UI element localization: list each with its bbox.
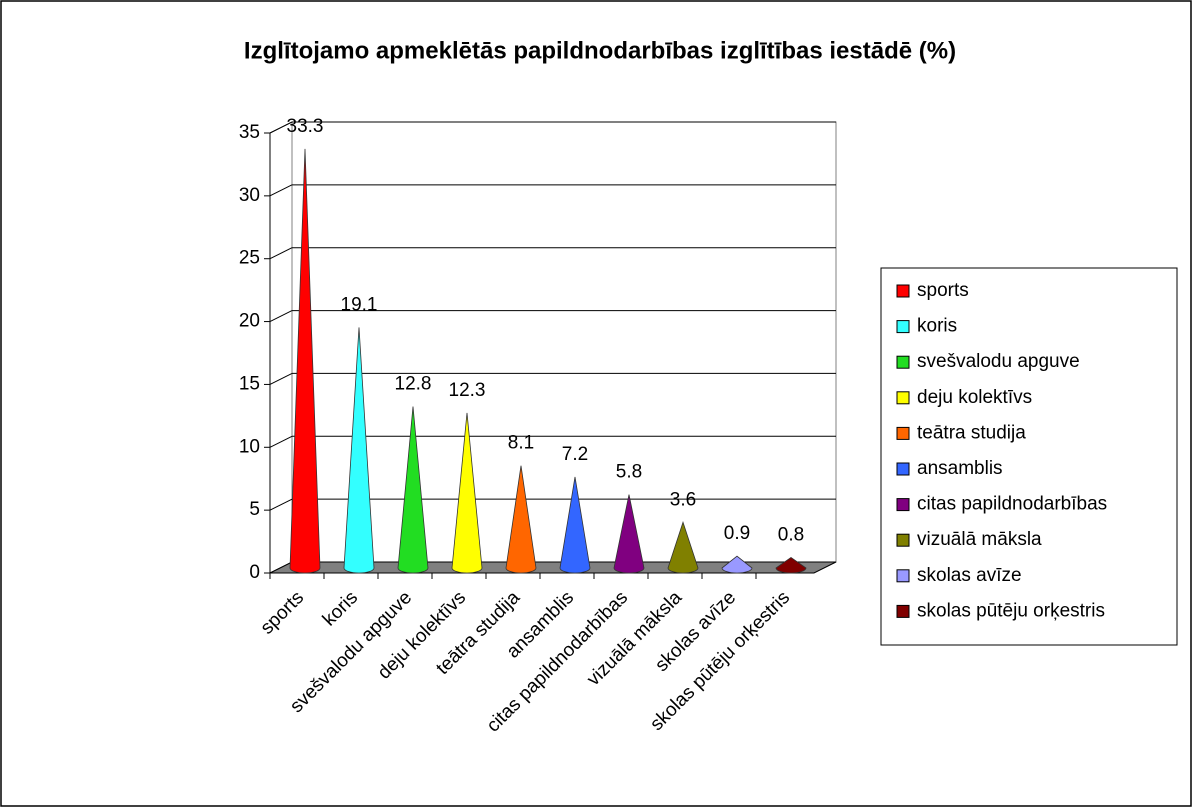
value-label: 5.8 (616, 462, 642, 483)
y-tick-label: 15 (239, 373, 260, 394)
chart-title: Izglītojamo apmeklētās papildnodarbības … (244, 37, 956, 64)
legend-label: koris (917, 316, 957, 337)
value-label: 12.8 (395, 374, 432, 395)
legend-swatch (896, 320, 910, 334)
legend-swatch (896, 533, 910, 547)
value-label: 3.6 (670, 489, 696, 510)
cone (721, 555, 753, 574)
cone (613, 494, 645, 574)
grid-line (269, 435, 293, 448)
grid-line (269, 247, 293, 260)
legend-label: teātra studija (917, 422, 1026, 443)
legend-label: ansamblis (917, 458, 1003, 479)
legend-swatch (896, 462, 910, 476)
y-tick-label: 10 (239, 436, 260, 457)
legend-swatch (896, 355, 910, 369)
legend-swatch (896, 604, 910, 618)
value-label: 33.3 (287, 116, 324, 137)
legend-box (880, 267, 1178, 646)
legend-label: sports (917, 280, 969, 301)
grid-line (269, 498, 293, 511)
value-label: 0.9 (724, 523, 750, 544)
cone (505, 465, 537, 574)
legend-swatch (896, 391, 910, 405)
side-wall (269, 121, 293, 574)
cone (667, 520, 699, 574)
y-tick-label: 35 (239, 122, 260, 143)
legend-label: svešvalodu apguve (917, 351, 1080, 372)
cone (559, 476, 591, 574)
grid-line (269, 121, 293, 134)
y-tick-label: 30 (239, 185, 260, 206)
cone (343, 327, 375, 574)
grid-line (269, 184, 293, 197)
cone (451, 412, 483, 574)
y-tick-label: 5 (249, 499, 260, 520)
y-tick-label: 25 (239, 248, 260, 269)
legend-swatch (896, 284, 910, 298)
y-tick-label: 0 (249, 562, 260, 583)
back-wall (291, 121, 837, 563)
legend-label: vizuālā māksla (917, 529, 1042, 550)
value-label: 8.1 (508, 433, 534, 454)
legend-swatch (896, 569, 910, 583)
legend-swatch (896, 498, 910, 512)
y-tick-label: 20 (239, 311, 260, 332)
value-label: 7.2 (562, 444, 588, 465)
cone (397, 406, 429, 574)
grid-line (269, 310, 293, 323)
legend-label: skolas pūtēju orķestris (917, 600, 1105, 621)
legend-label: deju kolektīvs (917, 387, 1032, 408)
cone (775, 556, 807, 574)
cone (289, 148, 321, 574)
value-label: 19.1 (341, 294, 378, 315)
legend-label: skolas avīze (917, 565, 1022, 586)
value-label: 0.8 (778, 524, 804, 545)
legend-label: citas papildnodarbības (917, 494, 1107, 515)
value-label: 12.3 (449, 380, 486, 401)
grid-line (269, 372, 293, 385)
legend-swatch (896, 426, 910, 440)
